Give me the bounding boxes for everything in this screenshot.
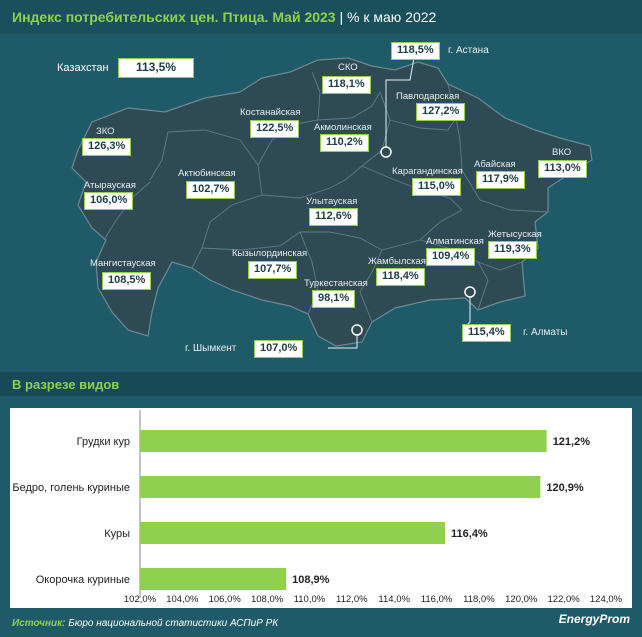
- source-label: Источник:: [12, 618, 66, 629]
- region-label-turkestan: Туркестанская: [304, 278, 368, 289]
- x-tick-label: 110,0%: [294, 594, 326, 605]
- section-title: В разрезе видов: [12, 377, 120, 392]
- source-text: Бюро национальной статистики АСПиР РК: [68, 618, 279, 629]
- region-label-vko: ВКО: [552, 147, 572, 158]
- city-value-astana: 118,5%: [391, 42, 440, 60]
- city-label-almaty: г. Алматы: [523, 327, 568, 338]
- region-value-ulytau: 112,6%: [309, 208, 358, 226]
- region-value-mangistau: 108,5%: [102, 272, 152, 290]
- region-label-kostanay: Костанайская: [240, 107, 301, 118]
- city-value-shymkent: 107,0%: [254, 340, 304, 358]
- bar-chart: Грудки кур 121,2% Бедро, голень куриные 120…: [12, 410, 623, 605]
- city-label-astana: г. Астана: [448, 45, 489, 56]
- almaty-marker: [464, 286, 476, 298]
- category-label: Грудки кур: [77, 436, 130, 448]
- x-tick-label: 104,0%: [166, 594, 199, 605]
- region-label-zhambyl: Жамбылская: [368, 256, 426, 267]
- category-label: Окорочка куриные: [36, 574, 130, 586]
- country-value: 113,5%: [118, 58, 194, 78]
- shymkent-marker: [351, 324, 363, 336]
- region-value-zko: 126,3%: [82, 138, 132, 156]
- region-label-zhetysu: Жетысуская: [488, 229, 542, 240]
- region-label-aktobe: Актюбинская: [178, 168, 236, 179]
- kazakhstan-map: [71, 57, 593, 349]
- x-tick-label: 124,0%: [590, 594, 623, 605]
- title-subtitle: % к маю 2022: [347, 9, 437, 25]
- section-bar: [0, 372, 642, 396]
- header-bar: [0, 0, 642, 34]
- bar: [140, 522, 446, 544]
- country-label: Казахстан: [57, 62, 109, 74]
- region-label-kyzylorda: Кызылординская: [232, 248, 308, 259]
- region-value-vko: 113,0%: [538, 160, 587, 178]
- data-label: 108,9%: [292, 574, 330, 586]
- region-label-zko: ЗКО: [96, 126, 115, 137]
- data-label: 121,2%: [553, 436, 591, 448]
- data-label: 116,4%: [451, 528, 488, 540]
- region-label-sko: СКО: [338, 62, 358, 73]
- region-value-atyrau: 106,0%: [84, 192, 134, 210]
- bar: [140, 568, 287, 590]
- x-tick-label: 108,0%: [251, 594, 284, 605]
- region-value-akmola: 110,2%: [320, 134, 369, 152]
- region-value-aktobe: 102,7%: [186, 181, 236, 199]
- region-label-pavlodar: Павлодарская: [396, 91, 460, 102]
- x-tick-label: 116,0%: [421, 594, 453, 605]
- x-tick-label: 102,0%: [124, 594, 157, 605]
- region-value-abai: 117,9%: [476, 171, 525, 189]
- bar: [140, 476, 541, 498]
- category-label: Куры: [104, 528, 130, 540]
- astana-marker: [380, 146, 392, 158]
- title-separator: |: [339, 9, 348, 25]
- region-value-kostanay: 122,5%: [250, 120, 300, 138]
- x-tick-label: 112,0%: [336, 594, 368, 605]
- x-tick-label: 118,0%: [463, 594, 495, 605]
- region-value-pavlodar: 127,2%: [416, 103, 466, 121]
- title-main: Индекс потребительских цен. Птица. Май 2…: [12, 9, 336, 25]
- region-label-mangistau: Мангистауская: [90, 258, 156, 269]
- x-tick-label: 120,0%: [505, 594, 538, 605]
- city-label-shymkent: г. Шымкент: [185, 343, 237, 354]
- region-borders: [103, 71, 549, 323]
- x-tick-label: 114,0%: [378, 594, 410, 605]
- region-value-turkestan: 98,1%: [312, 290, 356, 308]
- region-value-zhambyl: 118,4%: [376, 268, 425, 286]
- region-value-almaty-reg: 109,4%: [426, 248, 476, 266]
- region-value-sko: 118,1%: [322, 76, 371, 94]
- region-label-almaty-reg: Алматинская: [426, 236, 484, 247]
- x-tick-label: 122,0%: [548, 594, 581, 605]
- category-label: Бедро, голень куриные: [12, 482, 130, 494]
- page-title: Индекс потребительских цен. Птица. Май 2…: [12, 9, 436, 25]
- chart-panel: Грудки кур 121,2% Бедро, голень куриные 120…: [10, 408, 632, 608]
- region-label-akmola: Акмолинская: [314, 122, 372, 133]
- data-label: 120,9%: [546, 482, 584, 494]
- region-value-karaganda: 115,0%: [412, 178, 461, 196]
- region-label-atyrau: Атырауская: [84, 180, 136, 191]
- source-note: Источник: Бюро национальной статистики А…: [12, 618, 278, 629]
- x-tick-label: 106,0%: [209, 594, 242, 605]
- region-label-ulytau: Улытауская: [306, 196, 358, 207]
- region-value-zhetysu: 119,3%: [488, 241, 537, 259]
- energyprom-logo: EnergyProm: [558, 612, 630, 626]
- region-value-kyzylorda: 107,7%: [248, 261, 298, 279]
- region-label-karaganda: Карагандинская: [392, 166, 463, 177]
- city-value-almaty: 115,4%: [462, 324, 511, 342]
- bar: [140, 430, 547, 452]
- region-label-abai: Абайская: [474, 159, 516, 170]
